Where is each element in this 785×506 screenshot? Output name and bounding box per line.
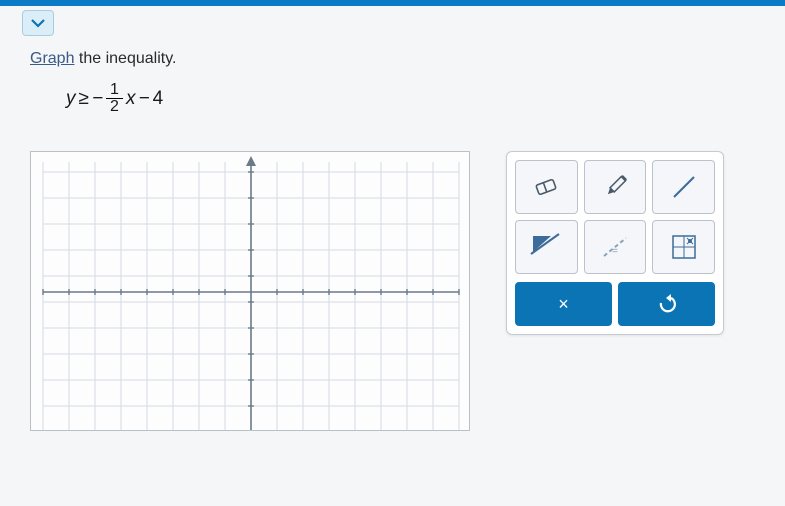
eraser-icon (531, 176, 561, 198)
clear-button[interactable]: × (515, 282, 612, 326)
dashed-line-icon: = (598, 232, 632, 262)
point-grid-icon (670, 233, 698, 261)
undo-button[interactable] (618, 282, 715, 326)
eq-constant: 4 (153, 88, 164, 110)
action-row: × (515, 282, 715, 326)
tool-palette: = × (506, 151, 724, 335)
clear-icon: × (558, 294, 569, 315)
dashed-line-tool[interactable]: = (584, 220, 647, 274)
eq-numerator: 1 (106, 82, 123, 99)
eq-lhs: y (66, 88, 76, 110)
pencil-tool[interactable] (584, 160, 647, 214)
tool-grid: = (515, 160, 715, 274)
eraser-tool[interactable] (515, 160, 578, 214)
eq-variable: x (126, 88, 136, 110)
eq-minus: − (138, 88, 149, 110)
chevron-down-icon (30, 18, 46, 28)
pencil-icon (601, 173, 629, 201)
line-icon (668, 171, 700, 203)
instruction-text: Graph the inequality. (30, 50, 763, 68)
line-tool[interactable] (652, 160, 715, 214)
eq-negative: − (92, 88, 103, 110)
instruction-keyword: Graph (30, 50, 74, 67)
point-grid-tool[interactable] (652, 220, 715, 274)
eq-operator: ≥ (79, 88, 89, 110)
coordinate-grid (31, 152, 470, 431)
instruction-rest: the inequality. (74, 50, 176, 67)
shade-icon (529, 232, 563, 262)
eq-fraction: 1 2 (106, 82, 123, 115)
eq-denominator: 2 (106, 99, 123, 115)
graph-canvas[interactable] (30, 151, 470, 431)
work-area: = × (30, 151, 763, 431)
undo-icon (657, 294, 677, 314)
collapse-button[interactable] (22, 10, 54, 36)
svg-text:=: = (612, 246, 618, 257)
inequality-expression: y ≥ − 1 2 x − 4 (66, 82, 763, 115)
question-content: Graph the inequality. y ≥ − 1 2 x − 4 (0, 6, 785, 443)
shade-tool[interactable] (515, 220, 578, 274)
